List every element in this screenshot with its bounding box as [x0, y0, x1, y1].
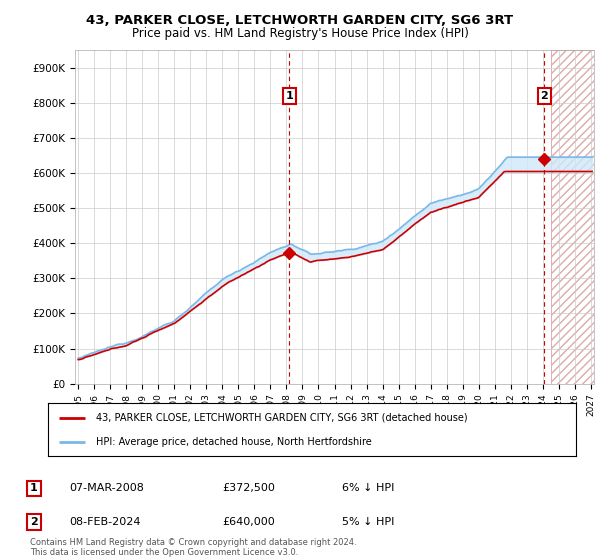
Text: Price paid vs. HM Land Registry's House Price Index (HPI): Price paid vs. HM Land Registry's House … — [131, 27, 469, 40]
Text: 43, PARKER CLOSE, LETCHWORTH GARDEN CITY, SG6 3RT (detached house): 43, PARKER CLOSE, LETCHWORTH GARDEN CITY… — [95, 413, 467, 423]
Text: 07-MAR-2008: 07-MAR-2008 — [69, 483, 144, 493]
Text: £640,000: £640,000 — [222, 517, 275, 527]
Text: Contains HM Land Registry data © Crown copyright and database right 2024.
This d: Contains HM Land Registry data © Crown c… — [30, 538, 356, 557]
Text: 5% ↓ HPI: 5% ↓ HPI — [342, 517, 394, 527]
Text: 43, PARKER CLOSE, LETCHWORTH GARDEN CITY, SG6 3RT: 43, PARKER CLOSE, LETCHWORTH GARDEN CITY… — [86, 14, 514, 27]
Text: HPI: Average price, detached house, North Hertfordshire: HPI: Average price, detached house, Nort… — [95, 437, 371, 447]
Text: 2: 2 — [30, 517, 38, 527]
Bar — [551, 50, 599, 384]
Text: 2: 2 — [541, 91, 548, 101]
Text: 1: 1 — [285, 91, 293, 101]
Bar — [551, 50, 599, 384]
Text: 08-FEB-2024: 08-FEB-2024 — [69, 517, 140, 527]
Text: 6% ↓ HPI: 6% ↓ HPI — [342, 483, 394, 493]
Text: 1: 1 — [30, 483, 38, 493]
Text: £372,500: £372,500 — [222, 483, 275, 493]
